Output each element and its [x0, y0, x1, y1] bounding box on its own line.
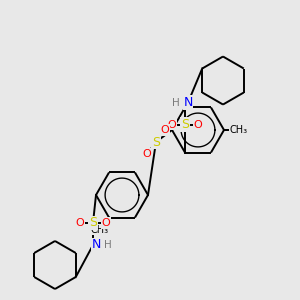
- Text: O: O: [168, 119, 176, 130]
- Text: N: N: [183, 96, 193, 109]
- Text: N: N: [91, 238, 101, 251]
- Text: O: O: [160, 125, 169, 135]
- Text: O: O: [76, 218, 84, 228]
- Text: CH₃: CH₃: [91, 225, 109, 235]
- Text: S: S: [89, 217, 97, 230]
- Text: O: O: [142, 149, 152, 159]
- Text: H: H: [172, 98, 180, 107]
- Text: O: O: [102, 218, 110, 228]
- Text: S: S: [181, 118, 189, 131]
- Text: H: H: [104, 240, 112, 250]
- Text: CH₃: CH₃: [230, 125, 248, 135]
- Text: S: S: [152, 136, 160, 148]
- Text: O: O: [194, 119, 202, 130]
